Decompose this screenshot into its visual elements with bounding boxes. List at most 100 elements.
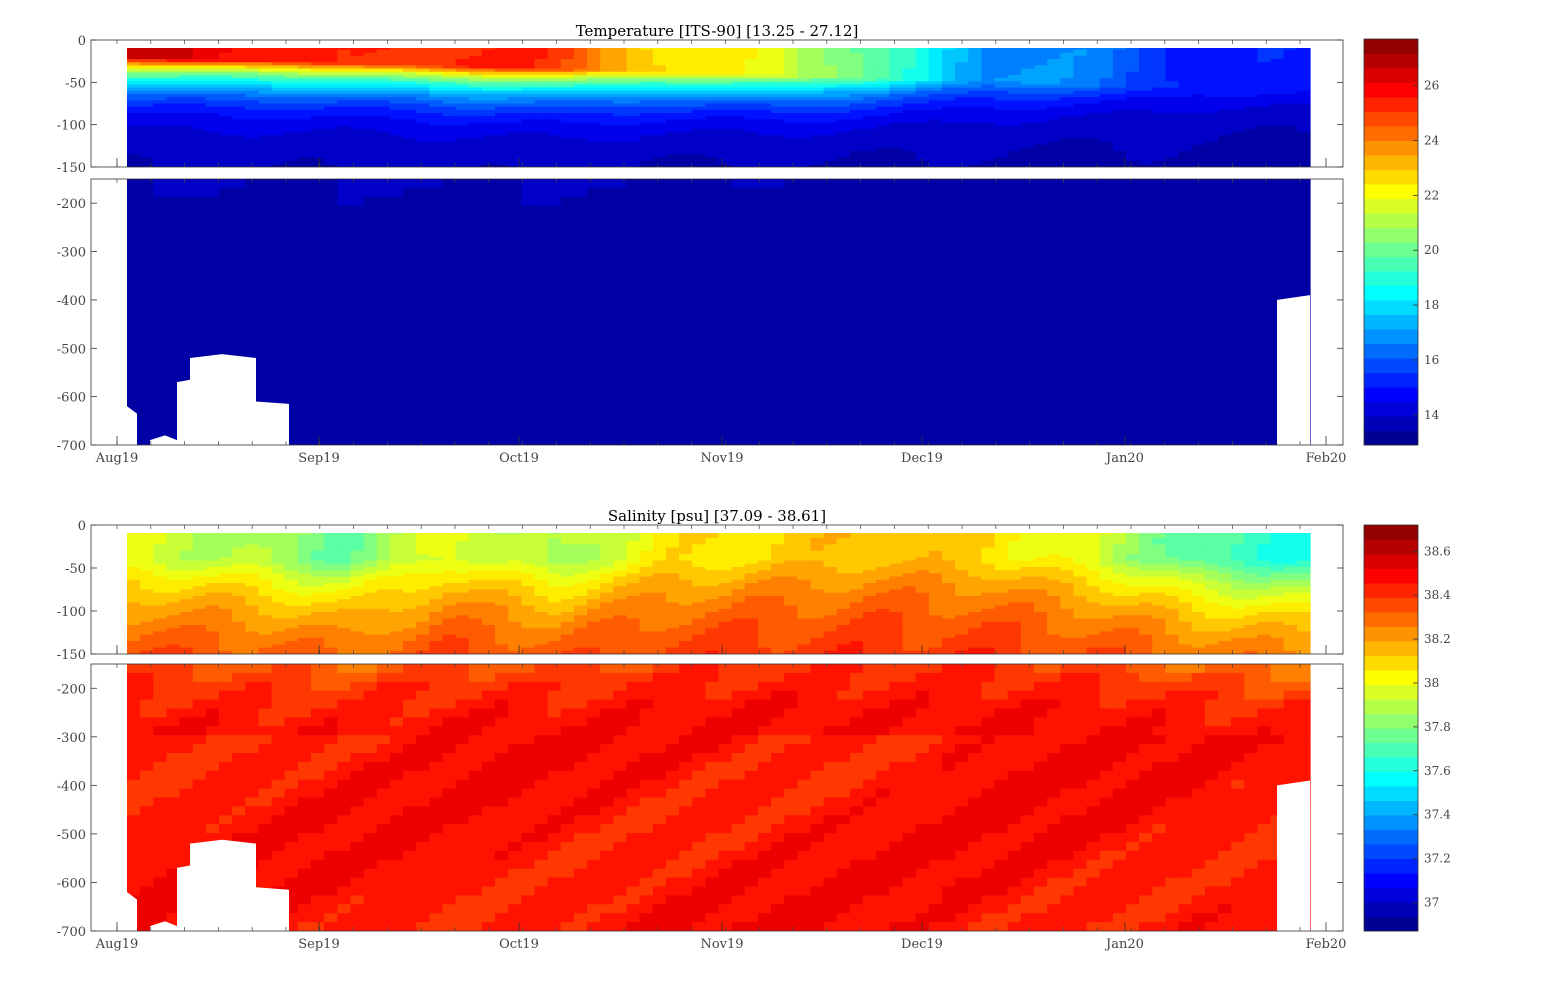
field-cell [166,81,181,86]
field-cell [495,87,509,92]
field-cell [179,312,194,322]
field-cell [915,249,930,260]
field-cell [718,48,733,51]
field-cell [219,84,233,89]
field-cell [337,132,352,136]
field-cell [1073,87,1088,92]
field-cell [1152,65,1167,70]
field-cell [968,232,982,242]
field-cell [757,303,772,313]
field-cell [744,223,759,233]
field-cell [613,122,628,127]
field-cell [652,144,667,149]
field-cell [889,144,904,149]
field-cell [1047,163,1061,167]
field-cell [429,276,444,286]
field-cell [560,62,575,66]
field-cell [1073,285,1088,295]
field-cell [311,48,325,51]
field-cell [1217,232,1232,242]
field-cell [179,179,194,189]
field-cell [153,214,168,224]
field-cell [731,187,746,198]
field-cell [849,144,864,149]
field-cell [928,109,943,114]
field-cell [429,103,444,108]
field-cell [889,163,904,167]
field-cell [232,49,246,54]
field-cell [179,232,194,242]
field-cell [363,97,378,101]
field-cell [836,249,851,260]
field-cell [403,163,417,167]
field-cell [1125,90,1140,95]
field-cell [271,160,286,165]
field-cell [232,122,246,127]
field-cell [1007,312,1022,322]
field-cell [1047,128,1061,133]
field-cell [337,157,352,162]
field-cell [337,65,352,70]
field-cell [1231,113,1245,117]
field-cell [1217,276,1232,286]
field-cell [1191,147,1206,152]
field-cell [403,106,417,111]
field-cell [705,97,720,101]
field-cell [205,90,220,95]
field-cell [1217,196,1232,207]
field-cell [928,312,943,322]
field-cell [1139,312,1153,322]
field-cell [416,154,430,159]
field-cell [508,249,522,260]
field-cell [560,125,575,130]
field-cell [429,81,444,86]
field-cell [1112,52,1127,57]
field-cell [495,100,509,105]
field-cell [1178,74,1193,79]
field-cell [389,135,404,140]
field-cell [1125,93,1140,98]
field-cell [705,241,720,251]
field-cell [810,68,825,73]
field-cell [1178,138,1193,143]
field-cell [810,312,825,322]
field-cell [1033,232,1048,242]
field-cell [573,249,588,260]
field-cell [757,205,772,216]
field-cell [757,122,772,127]
field-cell [468,154,483,159]
field-cell [810,62,825,66]
field-cell [297,81,312,86]
field-cell [1165,144,1180,149]
field-cell [403,187,417,198]
field-cell [429,49,444,54]
field-cell [1073,249,1088,260]
field-cell [797,100,812,105]
field-cell [284,116,299,120]
field-cell [731,109,746,114]
field-cell [744,103,759,108]
field-cell [1007,205,1022,216]
field-cell [495,125,509,130]
field-cell [442,128,457,133]
field-cell [652,214,667,224]
field-cell [297,196,312,207]
field-cell [245,196,260,207]
field-cell [600,285,614,295]
field-cell [692,135,706,140]
field-cell [284,48,299,51]
field-cell [679,196,693,207]
field-cell [495,141,509,146]
field-cell [1033,65,1048,70]
field-cell [1047,160,1061,165]
field-cell [573,151,588,155]
field-cell [1217,122,1232,127]
field-cell [639,258,654,269]
field-cell [639,78,654,82]
field-cell [1152,55,1167,60]
field-cell [1217,113,1232,117]
field-cell [573,163,588,167]
field-cell [1217,48,1232,51]
field-cell [902,285,917,295]
field-cell [284,78,299,82]
